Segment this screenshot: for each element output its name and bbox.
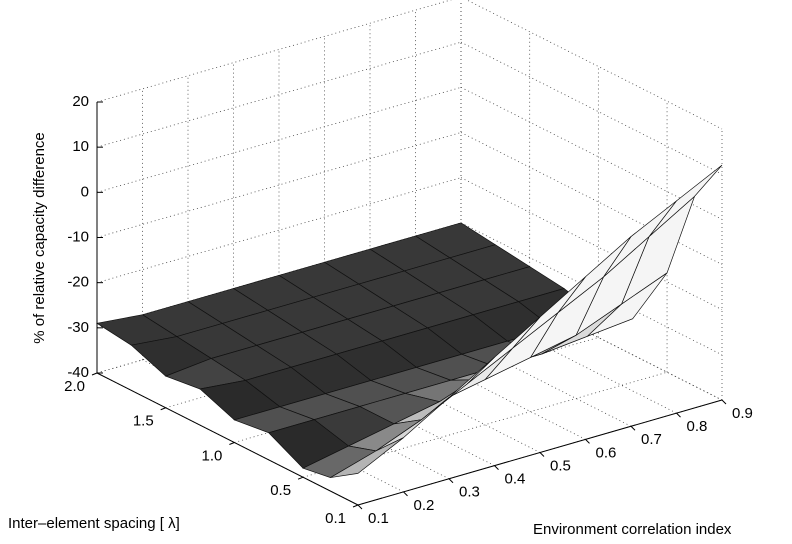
grid-line [460,267,723,401]
grid-line [233,333,495,466]
y-tick-label: 0.5 [270,482,291,499]
grid-line [460,132,723,265]
x-tick-label: 0.5 [550,457,571,474]
z-tick-label: -20 [67,274,89,291]
tick-mark [448,478,454,484]
tick-mark [630,425,636,431]
surface-patch [330,437,404,478]
x-tick-label: 0.3 [459,484,480,501]
grid-line [466,0,723,130]
tick-mark [494,465,499,470]
grid-line [460,222,723,356]
tick-mark [229,442,235,445]
grid-line [460,41,723,175]
grid-line [96,41,462,148]
grid-line [187,346,450,480]
z-tick-label: -40 [67,364,89,381]
tick-mark [357,504,363,510]
tick-mark [721,399,727,405]
tick-mark [539,452,545,457]
grid-line [415,280,677,414]
surface-patch [648,164,723,237]
x-axis-label: Environment correlation index [533,521,732,538]
x-tick-label: 0.6 [596,444,617,461]
tick-mark [297,476,304,480]
y-axis-label: Inter–element spacing [ λ] [8,515,180,532]
z-tick-label: 10 [72,138,89,155]
tick-mark [352,504,359,508]
y-axis [96,372,359,506]
grid-line [460,177,723,311]
y-tick-label: 0.1 [325,510,346,527]
grid-line [460,86,723,220]
x-tick-label: 0.9 [732,405,753,422]
y-tick-label: 2.0 [64,378,85,395]
z-tick-label: -10 [67,228,89,245]
tick-mark [160,407,166,411]
x-tick-label: 0.8 [687,418,708,435]
y-tick-label: 1.5 [133,413,154,430]
x-tick-label: 0.1 [368,510,389,527]
tick-mark [403,491,408,497]
axes: 0.1 0.2 0.3 0.4 0.5 0.6 0.7 0.8 0.9 0.1 0.5 1.0 1.5 2… [64,93,753,527]
grid-line [278,320,541,453]
grid-line [324,307,586,440]
y-tick-label: 1.0 [202,447,223,464]
x-tick-label: 0.4 [505,471,526,488]
z-axis-label: % of relative capacity difference [31,132,48,344]
grid-line [369,293,632,427]
tick-mark [676,412,681,418]
z-tick-label: -30 [67,319,89,336]
tick-mark [91,372,98,376]
tick-mark [585,439,590,444]
x-tick-label: 0.2 [414,497,435,514]
grid-line [96,0,453,103]
surface [96,164,723,478]
x-tick-label: 0.7 [641,431,662,448]
z-tick-label: 20 [72,93,89,110]
z-tick-label: 0 [81,183,89,200]
